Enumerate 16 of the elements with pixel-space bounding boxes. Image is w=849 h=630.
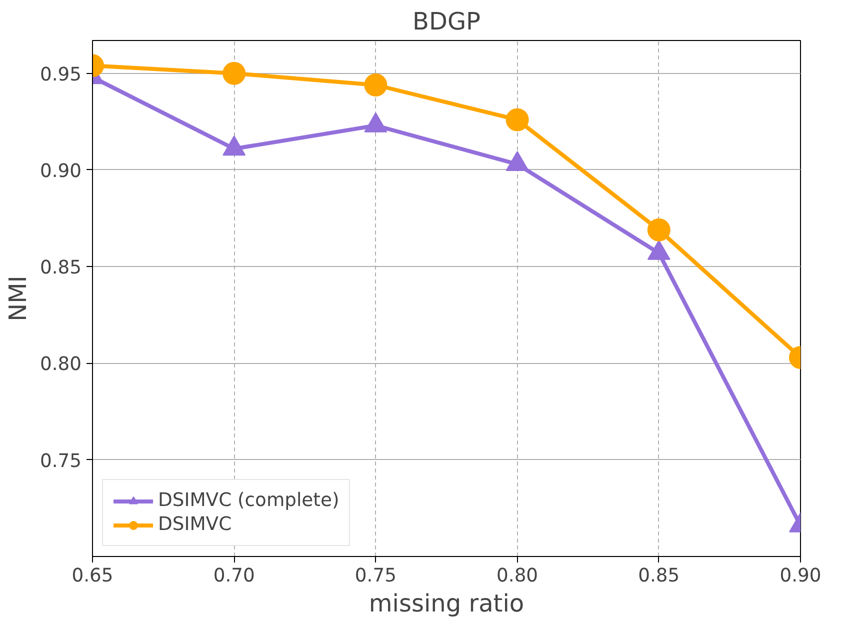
x-tick-label: 0.70 — [213, 566, 255, 586]
y-tick-label: 0.95 — [40, 64, 82, 86]
x-tick-label: 0.65 — [72, 566, 114, 586]
x-tick-label: 0.90 — [780, 566, 822, 586]
y-tick-label: 0.80 — [40, 354, 82, 376]
x-tick-label: 0.85 — [638, 566, 680, 586]
legend-label: DSIMVC (complete) — [158, 490, 340, 511]
x-tick-label: 0.75 — [354, 566, 396, 586]
chart-title: BDGP — [412, 8, 481, 36]
x-tick-label: 0.80 — [496, 566, 538, 586]
y-tick-label: 0.75 — [40, 450, 82, 472]
y-tick-label: 0.85 — [40, 258, 82, 279]
x-axis-title: missing ratio — [368, 590, 524, 618]
y-tick-label: 0.90 — [40, 160, 82, 182]
y-axis-title: NMI — [4, 276, 32, 322]
legend-label: DSIMVC — [158, 514, 232, 535]
